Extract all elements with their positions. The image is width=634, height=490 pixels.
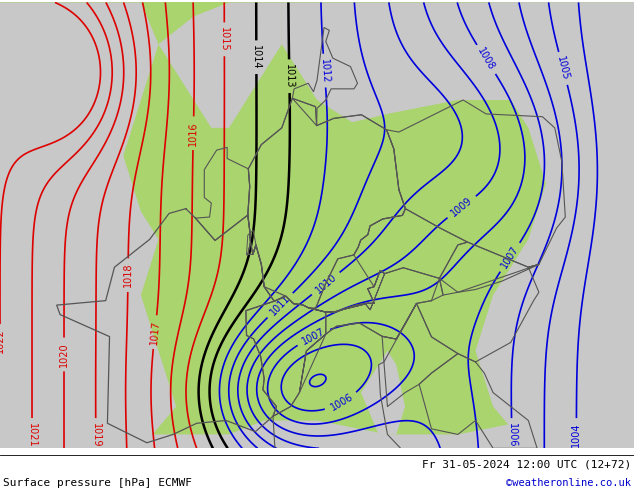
Text: 1011: 1011: [268, 293, 292, 318]
Text: 1008: 1008: [476, 47, 496, 73]
Text: 1019: 1019: [91, 423, 101, 447]
Text: 1006: 1006: [328, 392, 354, 413]
Polygon shape: [0, 420, 634, 448]
Text: 1007: 1007: [499, 244, 521, 270]
Text: 1006: 1006: [507, 423, 517, 447]
Text: 1021: 1021: [27, 423, 37, 447]
Text: 1009: 1009: [449, 196, 474, 219]
Text: 1004: 1004: [571, 423, 581, 447]
Polygon shape: [281, 2, 634, 122]
Text: 1012: 1012: [319, 58, 330, 83]
Polygon shape: [476, 2, 634, 448]
Text: 1010: 1010: [313, 271, 339, 295]
Text: 1022: 1022: [0, 329, 5, 353]
Text: 1014: 1014: [251, 45, 261, 70]
Text: 1020: 1020: [59, 342, 69, 367]
Text: 1016: 1016: [188, 121, 198, 146]
Text: 1013: 1013: [284, 64, 295, 89]
Polygon shape: [0, 2, 634, 448]
Text: 1007: 1007: [300, 326, 327, 347]
Polygon shape: [0, 2, 176, 448]
Polygon shape: [361, 351, 405, 435]
Polygon shape: [158, 2, 281, 128]
Text: ©weatheronline.co.uk: ©weatheronline.co.uk: [506, 478, 631, 488]
Text: Fr 31-05-2024 12:00 UTC (12+72): Fr 31-05-2024 12:00 UTC (12+72): [422, 460, 631, 469]
Text: 1017: 1017: [149, 319, 161, 345]
Text: 1005: 1005: [555, 55, 571, 81]
Text: 1018: 1018: [123, 263, 133, 288]
Text: 1015: 1015: [219, 27, 230, 51]
Text: Surface pressure [hPa] ECMWF: Surface pressure [hPa] ECMWF: [3, 478, 192, 488]
